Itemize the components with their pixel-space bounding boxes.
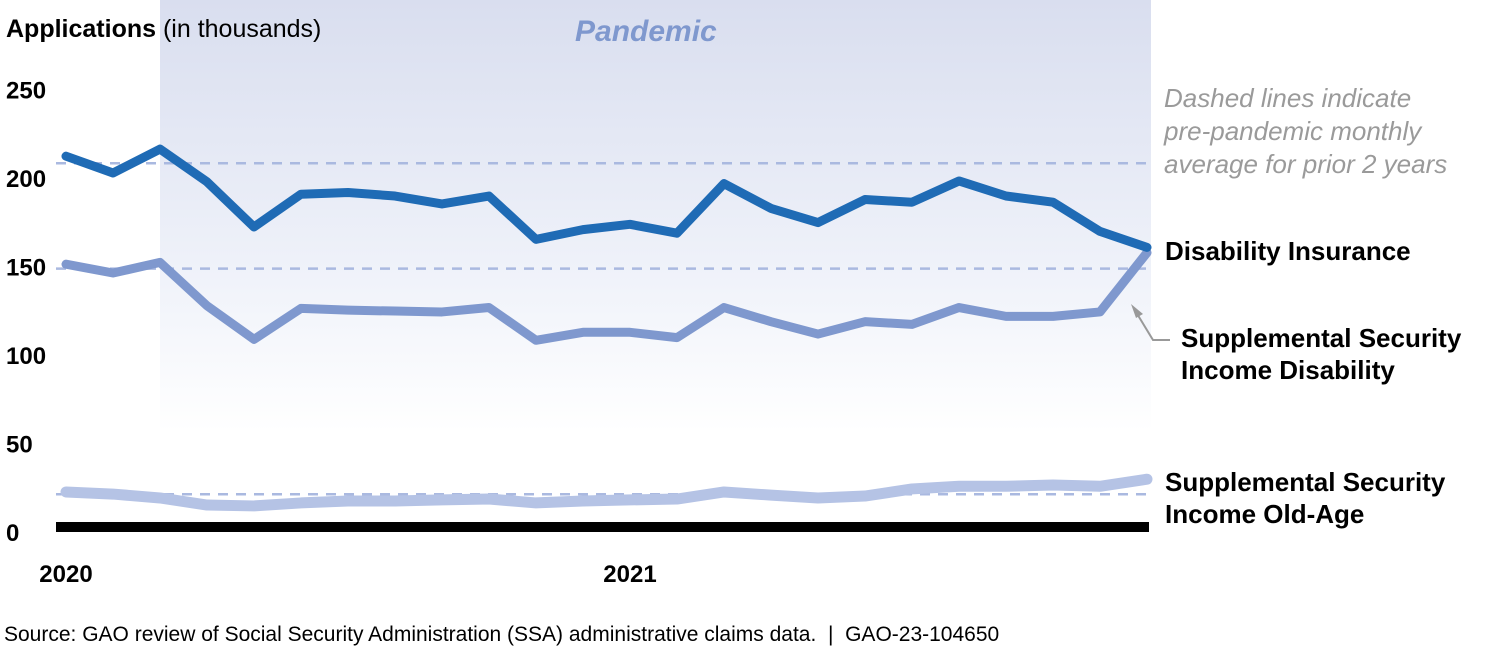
series-label: Supplemental Security: [1165, 467, 1446, 497]
series-lines: [60, 144, 1153, 512]
series-labels: Disability Insurance Supplemental Securit…: [1165, 236, 1462, 529]
ssi-disability-arrow-icon: [1135, 311, 1170, 341]
y-tick-label: 0: [6, 520, 19, 547]
y-tick-label: 100: [6, 343, 46, 370]
series-label: Supplemental Security: [1181, 323, 1462, 353]
x-tick-label: 2020: [39, 561, 92, 588]
y-axis-title-units: (in thousands): [156, 15, 321, 43]
arrow-head-icon: [1131, 304, 1143, 318]
y-tick-label: 250: [6, 78, 46, 105]
series-label: Disability Insurance: [1165, 236, 1411, 266]
baseline-average-lines: [56, 162, 1147, 496]
y-axis-title: Applications (in thousands): [6, 15, 321, 43]
x-tick-label: 2021: [603, 561, 656, 588]
y-axis-ticks: 0 50 100 150 200 250: [6, 78, 46, 548]
y-axis-title-bold: Applications: [6, 15, 156, 43]
note-line: average for prior 2 years: [1164, 149, 1447, 179]
pandemic-label: Pandemic: [575, 15, 717, 48]
series-line-disability-insurance: [61, 144, 1152, 252]
series-label: Income Old-Age: [1165, 499, 1364, 529]
series-label: Income Disability: [1181, 355, 1395, 385]
pandemic-shaded-region: [160, 0, 1151, 432]
series-line-supplemental-security-income-disability: [61, 248, 1152, 345]
y-tick-label: 200: [6, 166, 46, 193]
source-note: Source: GAO review of Social Security Ad…: [4, 623, 999, 646]
y-tick-label: 50: [6, 432, 33, 459]
note-line: Dashed lines indicate: [1164, 83, 1411, 113]
x-axis-line: [56, 522, 1149, 532]
note-line: pre-pandemic monthly: [1163, 116, 1423, 146]
x-axis-ticks: 2020 2021: [39, 561, 656, 588]
y-tick-label: 150: [6, 255, 46, 282]
series-line-supplemental-security-income-old-age: [60, 473, 1153, 512]
